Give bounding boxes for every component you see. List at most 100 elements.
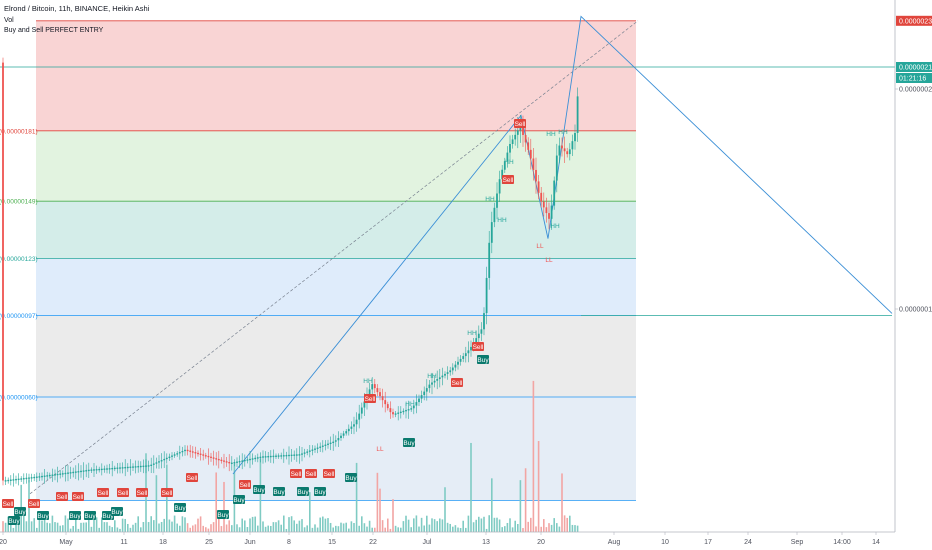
volume-bar	[192, 525, 194, 532]
volume-bar	[41, 520, 43, 532]
candle-body	[376, 388, 379, 393]
volume-bar	[462, 520, 464, 532]
volume-bar	[504, 526, 506, 532]
swing-label: HH	[427, 373, 437, 380]
candle-body	[363, 401, 366, 408]
candle-body	[243, 459, 246, 462]
volume-bar	[350, 521, 353, 532]
volume-bar	[472, 522, 475, 532]
candle-body	[72, 471, 75, 474]
fib-zone	[36, 397, 636, 501]
candle-body	[441, 375, 444, 378]
sell-signal-text: Sell	[162, 490, 173, 497]
candle-body	[119, 467, 121, 469]
sell-signal-text: Sell	[291, 471, 302, 478]
strategy-indicator-label[interactable]: Buy and Sell PERFECT ENTRY	[4, 27, 104, 34]
candle-body	[410, 408, 413, 410]
buy-signal: Buy	[233, 495, 245, 504]
volume-bar	[262, 521, 264, 532]
candle-body	[516, 130, 519, 135]
volume-bar	[436, 521, 438, 532]
volume-bar	[197, 518, 199, 532]
candle-body	[319, 446, 322, 448]
volume-bar	[251, 516, 254, 532]
buy-signal-text: Buy	[253, 487, 265, 494]
fib-level-label: (0.00000123)	[0, 256, 38, 263]
volume-bar	[535, 526, 537, 532]
sell-signal-text: Sell	[98, 490, 109, 497]
price-tag-text: 01:21:16	[899, 76, 926, 83]
volume-bar	[38, 516, 41, 532]
volume-bar	[556, 523, 558, 532]
swing-label: HH	[504, 159, 514, 166]
buy-signal: Buy	[477, 355, 489, 364]
sell-signal-text: Sell	[73, 494, 84, 501]
buy-signal: Buy	[403, 438, 415, 447]
candle-body	[345, 431, 348, 434]
volume-bar	[392, 499, 394, 532]
sell-signal-text: Sell	[452, 380, 463, 387]
candle-body	[373, 384, 376, 389]
time-tick-label: 11	[120, 539, 127, 546]
candle-body	[64, 472, 67, 475]
candle-body	[451, 367, 454, 371]
candle-body	[165, 457, 168, 460]
candle-body	[28, 477, 30, 479]
buy-signal: Buy	[345, 473, 357, 482]
swing-label: LL	[545, 257, 553, 264]
volume-bar	[155, 475, 158, 532]
volume-bar	[189, 527, 191, 532]
candle-body	[25, 477, 28, 480]
volume-bar	[160, 521, 163, 532]
candle-body	[124, 467, 127, 469]
candle-body	[95, 469, 98, 471]
volume-bar	[366, 526, 368, 532]
candle-body	[425, 388, 428, 392]
volume-bar	[67, 518, 69, 532]
swing-label: HH	[550, 223, 560, 230]
candle-body	[428, 384, 431, 389]
price-tick-label: 0.00000010	[899, 307, 932, 314]
volume-indicator-label[interactable]: Vol	[4, 17, 14, 24]
volume-bar	[181, 516, 184, 532]
candle-body	[264, 456, 267, 458]
buy-signal-text: Buy	[403, 440, 415, 447]
candle-body	[178, 452, 181, 454]
volume-bar	[337, 526, 340, 532]
volume-bar	[324, 518, 327, 532]
candle-body	[311, 449, 314, 451]
candle-body	[415, 402, 418, 406]
volume-bar	[358, 525, 360, 532]
candle-body	[306, 451, 309, 453]
candle-body	[542, 201, 545, 208]
volume-bar	[49, 523, 51, 532]
candle-body	[548, 213, 550, 219]
volume-bar	[244, 520, 246, 532]
volume-bar	[119, 528, 121, 532]
candle-body	[412, 405, 415, 409]
volume-bar	[355, 462, 358, 532]
candle-body	[503, 161, 506, 170]
volume-bar	[467, 515, 470, 532]
buy-signal-box	[297, 487, 309, 496]
candle-body	[555, 155, 558, 181]
volume-bar	[2, 521, 4, 532]
volume-bar	[93, 519, 95, 532]
volume-bar	[384, 527, 386, 532]
candle-body	[488, 242, 491, 278]
volume-bar	[288, 517, 290, 532]
volume-bar	[270, 525, 272, 532]
candle-body	[82, 470, 85, 472]
volume-bar	[483, 516, 485, 532]
volume-bar	[319, 517, 321, 532]
volume-bar	[259, 458, 262, 532]
price-tag-text: 0.00000231	[899, 18, 932, 25]
candle-body	[280, 455, 283, 457]
buy-signal-text: Buy	[69, 513, 81, 520]
volume-bar	[36, 527, 38, 532]
buy-signal-text: Buy	[111, 509, 123, 516]
price-tag: 01:21:16	[896, 73, 932, 83]
volume-bar	[402, 521, 405, 532]
